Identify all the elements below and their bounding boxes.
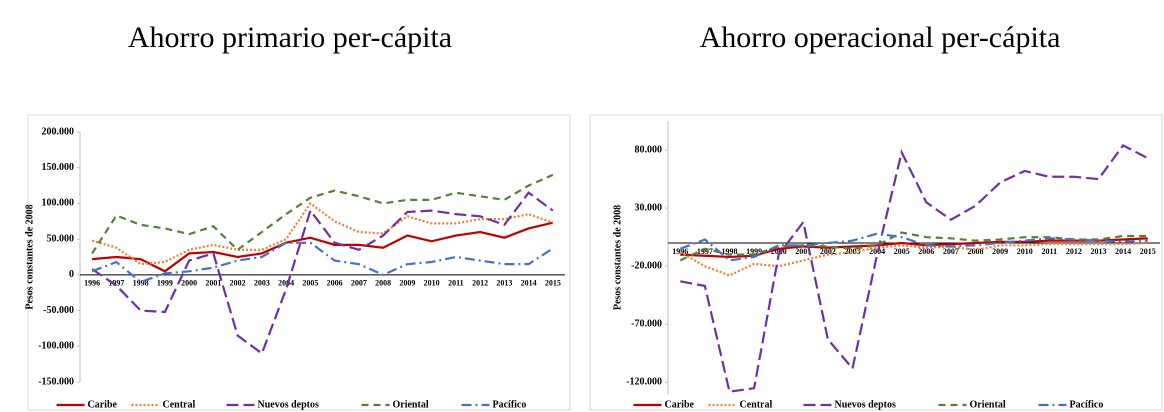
x-tick-label: 1996 (672, 247, 688, 256)
x-tick-label: 2002 (820, 247, 836, 256)
y-tick-label: -150.000 (38, 376, 74, 387)
x-tick-label: 2010 (1017, 247, 1033, 256)
legend-label: Caribe (665, 399, 695, 410)
x-tick-label: 1999 (746, 247, 762, 256)
y-tick-label: -70.000 (631, 319, 662, 330)
series-line (91, 201, 554, 266)
x-tick-label: 2001 (205, 279, 221, 288)
x-tick-label: 2013 (1091, 247, 1107, 256)
y-tick-label: 30.000 (635, 202, 663, 213)
x-tick-label: 2015 (1140, 247, 1156, 256)
x-tick-label: 2015 (545, 279, 561, 288)
y-tick-label: 50.000 (47, 233, 75, 244)
y-tick-label: -120.000 (626, 377, 662, 388)
y-tick-label: -20.000 (631, 261, 662, 272)
y-tick-label: -50.000 (43, 305, 74, 316)
x-tick-label: 2003 (254, 279, 270, 288)
x-tick-label: 1999 (157, 279, 173, 288)
x-tick-label: 2014 (1115, 247, 1131, 256)
x-tick-label: 2006 (327, 279, 343, 288)
x-tick-label: 2013 (496, 279, 512, 288)
x-tick-label: 1998 (133, 279, 149, 288)
x-tick-label: 2010 (424, 279, 440, 288)
x-tick-label: 2001 (795, 247, 811, 256)
x-tick-label: 2005 (302, 279, 318, 288)
y-tick-label: 200.000 (42, 126, 75, 137)
x-tick-label: 2008 (375, 279, 391, 288)
x-tick-label: 1997 (108, 279, 124, 288)
x-tick-label: 2005 (894, 247, 910, 256)
y-tick-label: 150.000 (42, 162, 75, 173)
x-tick-label: 2007 (943, 247, 959, 256)
x-tick-label: 1998 (722, 247, 738, 256)
series-line (679, 241, 1148, 277)
chart-title: Ahorro operacional per-cápita (700, 21, 1061, 54)
x-tick-label: 2014 (521, 279, 537, 288)
legend-label: Caribe (88, 399, 118, 410)
series-line (91, 173, 554, 255)
x-tick-label: 2011 (1042, 247, 1058, 256)
x-tick-label: 2007 (351, 279, 367, 288)
series-line (91, 241, 554, 284)
chart-title: Ahorro primario per-cápita (128, 21, 452, 54)
legend-label: Nuevos deptos (835, 399, 897, 410)
y-axis-label: Pesos constantes de 2008 (612, 205, 623, 310)
legend-label: Central (740, 399, 773, 410)
x-tick-label: 2009 (992, 247, 1008, 256)
legend-label: Pacífico (1070, 399, 1104, 410)
legend-label: Pacífico (493, 399, 527, 410)
y-tick-label: 80.000 (635, 144, 663, 155)
x-tick-label: 2008 (968, 247, 984, 256)
legend-label: Nuevos deptos (258, 399, 320, 410)
y-tick-label: 100.000 (42, 198, 75, 209)
chart-frame (27, 114, 571, 411)
x-tick-label: 1996 (84, 279, 100, 288)
x-tick-label: 2006 (918, 247, 934, 256)
series-line (680, 143, 1149, 393)
x-tick-label: 2009 (399, 279, 415, 288)
series-line (92, 221, 554, 273)
chart-frame (589, 114, 1163, 411)
x-tick-label: 2012 (1066, 247, 1082, 256)
series-line (679, 232, 1148, 262)
x-tick-label: 2012 (472, 279, 488, 288)
x-tick-label: 2002 (230, 279, 246, 288)
y-axis-label: Pesos constantes de 2008 (24, 204, 35, 309)
y-tick-label: 0 (69, 269, 74, 280)
legend-label: Oriental (970, 399, 1006, 410)
y-tick-label: -100.000 (38, 341, 74, 352)
legend-label: Central (163, 399, 196, 410)
series-line (91, 191, 554, 356)
legend-label: Oriental (393, 399, 429, 410)
x-tick-label: 2011 (448, 279, 464, 288)
x-tick-label: 1997 (697, 247, 713, 256)
x-tick-label: 2000 (181, 279, 197, 288)
x-tick-label: 2000 (771, 247, 787, 256)
x-tick-label: 2004 (278, 279, 294, 288)
